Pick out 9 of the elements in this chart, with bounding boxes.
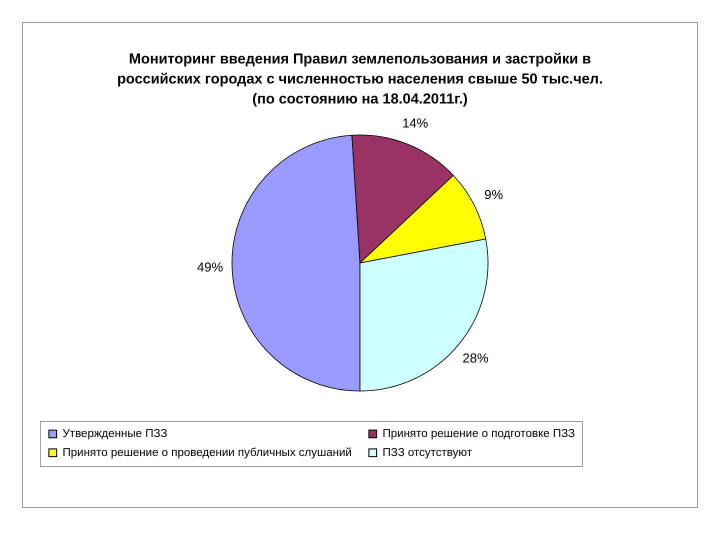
legend-label: ПЗЗ отсутствуют <box>382 446 473 459</box>
legend-label: Принято решение о проведении публичных слушаний <box>62 446 352 459</box>
chart-title: Мониторинг введения Правил землепользования и застройки в российских городах с численностью населения свыше 50 тыс.чел. (по состоянию на 18.04.2011г.) <box>117 52 603 108</box>
data-label: 49% <box>197 260 224 275</box>
data-label: 9% <box>484 186 504 202</box>
legend-label: Утвержденные ПЗЗ <box>62 428 168 440</box>
data-label: 14% <box>402 116 429 131</box>
legend-label: Принято решение о подготовке ПЗЗ <box>382 428 576 440</box>
data-label: 28% <box>462 350 490 366</box>
